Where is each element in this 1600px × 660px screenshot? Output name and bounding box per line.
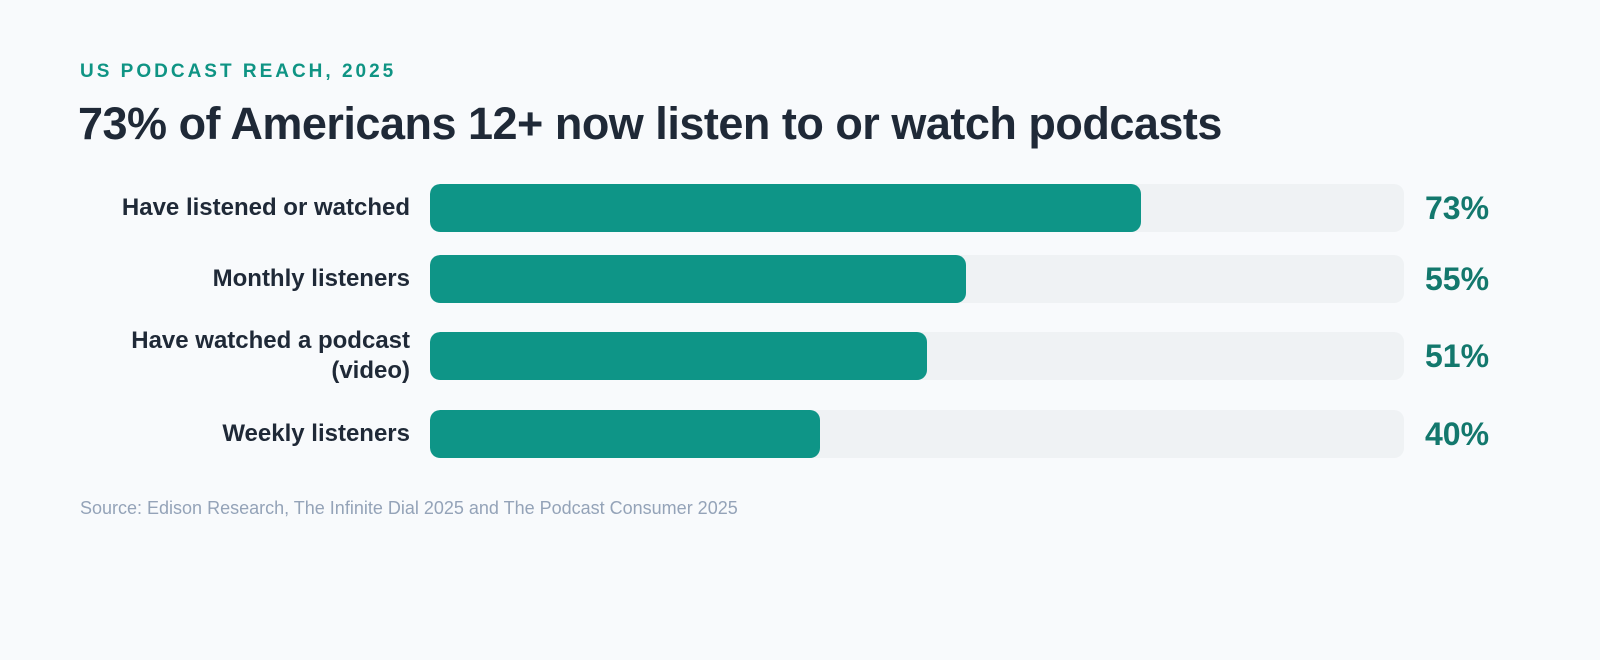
value-label: 73% (1425, 190, 1490, 226)
category-label: Have watched a podcast (video) (131, 327, 410, 384)
category-label: Have listened or watched (121, 194, 410, 221)
bar (430, 255, 966, 303)
bar-track (430, 410, 1404, 458)
chart-eyebrow: US PODCAST REACH, 2025 (80, 61, 397, 82)
bar (430, 332, 927, 380)
category-label: Monthly listeners (212, 265, 410, 292)
bar-track (430, 332, 1404, 380)
value-label: 55% (1425, 261, 1490, 297)
bar-track (430, 255, 1404, 303)
source-note: Source: Edison Research, The Infinite Di… (80, 498, 738, 518)
bar-track (430, 184, 1404, 232)
value-label: 51% (1425, 338, 1490, 374)
chart-title: 73% of Americans 12+ now listen to or wa… (78, 98, 1222, 149)
bar (430, 184, 1141, 232)
bar (430, 410, 820, 458)
value-label: 40% (1425, 416, 1490, 452)
category-label: Weekly listeners (222, 420, 410, 447)
